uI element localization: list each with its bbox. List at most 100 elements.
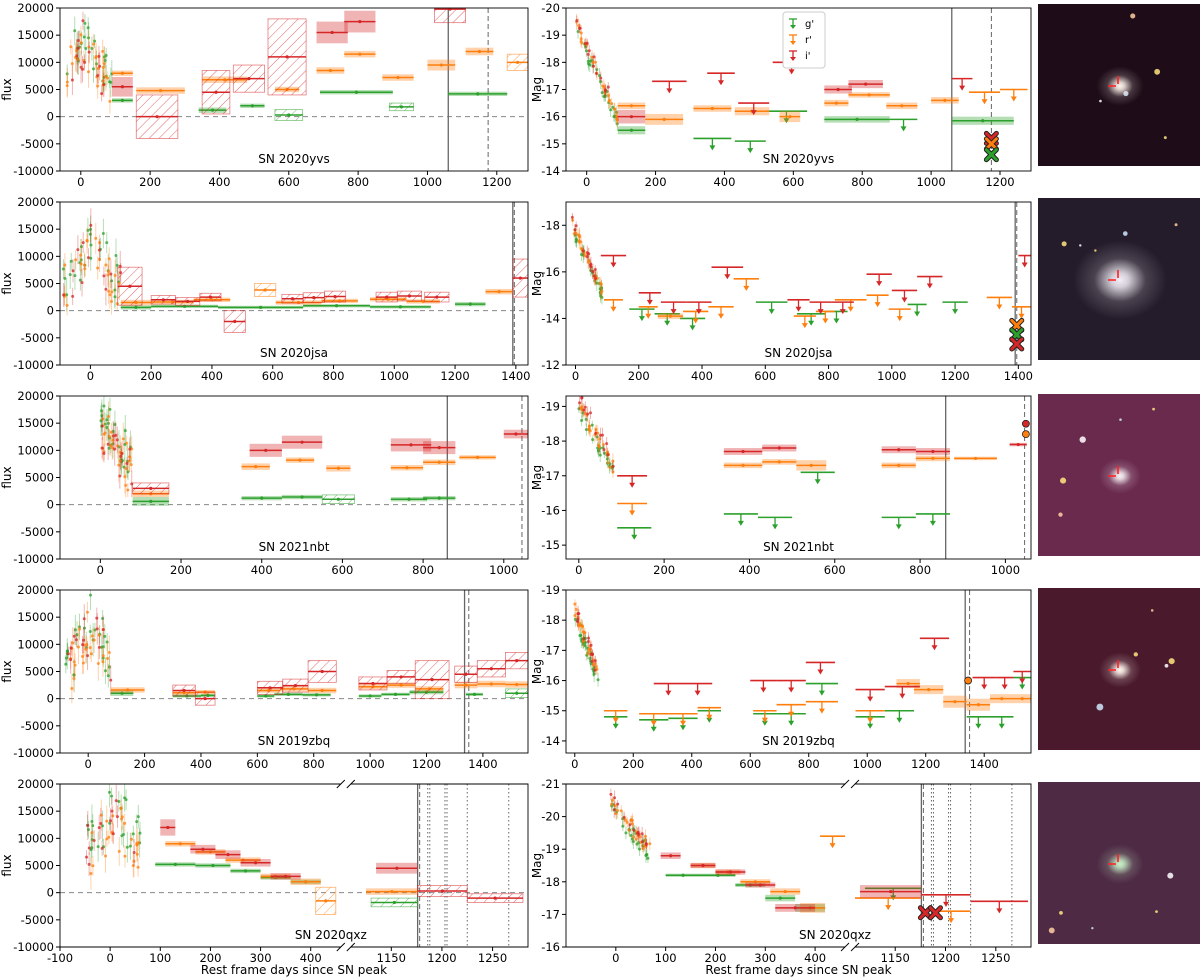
host-image: [1038, 588, 1200, 750]
i-band-early-point: [570, 215, 574, 219]
g-band-early-point: [87, 36, 91, 40]
g-band-early-point: [110, 794, 114, 798]
i-band-bin-point: [166, 825, 170, 830]
x-tick-label: 800: [798, 757, 820, 771]
x-tick-label: 1400: [501, 369, 530, 383]
y-tick-label: -5000: [21, 525, 54, 539]
legend-marker-head: [790, 25, 796, 29]
x-tick-label: 800: [412, 563, 434, 577]
x-tick-label: 400: [804, 951, 826, 965]
r-band-early-point: [641, 847, 645, 851]
r-band-bin-point: [629, 104, 634, 108]
r-band-early-point: [104, 854, 108, 858]
i-band-early-point: [102, 452, 106, 456]
r-band-early-point: [63, 263, 67, 267]
field-star: [1133, 652, 1138, 657]
g-band-early-point: [123, 429, 127, 433]
x-tick-label: 200: [645, 175, 667, 189]
r-band-bin-point: [120, 71, 124, 75]
r-band-upper-limit-head: [867, 717, 874, 723]
i-band-early-point: [71, 269, 75, 273]
g-band-early-point: [77, 625, 81, 629]
g-band-early-point: [103, 634, 107, 638]
r-band-early-point: [76, 57, 80, 61]
r-band-upper-limit-head: [981, 99, 988, 105]
g-band-bin-point: [472, 692, 477, 696]
r-band-early-point: [121, 437, 125, 441]
r-band-upper-limit-head: [1010, 96, 1017, 102]
y-tick-label: -10000: [13, 164, 54, 178]
x-tick-label: 1200: [412, 757, 441, 771]
axes-frame-left: [565, 783, 845, 948]
g-band-early-point: [117, 799, 121, 803]
r-band-upper-limit-head: [706, 714, 713, 720]
y-tick-label: -18: [541, 55, 560, 69]
r-band-bin-point: [973, 456, 978, 461]
g-band-early-point: [590, 423, 594, 427]
i-band-early-point: [640, 832, 644, 836]
host-galaxy: [1073, 240, 1167, 320]
i-band-early-point: [86, 256, 90, 260]
i-band-early-point: [109, 819, 113, 823]
i-band-bin-point: [358, 19, 362, 24]
r-band-early-point: [629, 818, 633, 822]
i-band-early-point: [102, 274, 106, 278]
x-tick-label: 0: [87, 369, 94, 383]
r-band-early-point: [576, 233, 580, 237]
mag-plot-area: [575, 8, 1028, 171]
g-band-bin-point: [468, 302, 472, 306]
y-tick-label: -10000: [13, 746, 54, 760]
i-band-early-point: [62, 293, 66, 297]
i-band-early-point: [132, 851, 136, 855]
i-band-bin-point: [493, 896, 497, 900]
i-band-early-point: [593, 659, 597, 663]
i-band-bin-point: [407, 294, 412, 298]
r-band-early-point: [106, 273, 110, 277]
i-band-early-point: [586, 52, 590, 56]
r-band-bin-point: [336, 466, 340, 470]
i-band-early-point: [80, 281, 84, 285]
i-band-upper-limit-head: [996, 908, 1003, 914]
x-tick-label: 1200: [440, 369, 469, 383]
y-tick-label: -10000: [13, 552, 54, 566]
g-band-upper-limit-head: [998, 723, 1005, 729]
r-band-early-point: [117, 849, 121, 853]
r-band-early-point: [579, 37, 583, 41]
y-tick-label: 15000: [17, 28, 54, 42]
r-band-early-point: [579, 31, 583, 35]
i-band-early-point: [95, 616, 99, 620]
r-band-early-point: [107, 257, 111, 261]
r-band-early-point: [586, 652, 590, 656]
y-tick-label: -16: [541, 110, 560, 124]
r-band-bin-point: [396, 75, 400, 80]
flux-panel-2: 0 200 400 600 800 1000 -10000 -5000 0 5000 10000 15…: [0, 389, 529, 577]
g-band-upper-limit-head: [808, 320, 815, 326]
r-band-upper-limit-head: [612, 717, 619, 723]
i-band-early-point: [115, 438, 119, 442]
r-band-bin-point: [900, 104, 904, 108]
r-band-early-point: [131, 864, 135, 868]
r-band-early-point: [76, 645, 80, 649]
i-band-bin-point: [629, 115, 634, 119]
i-band-early-point: [606, 453, 610, 457]
i-band-early-point: [109, 678, 113, 682]
i-band-early-point: [115, 815, 119, 819]
x-tick-label: 800: [818, 369, 840, 383]
r-band-bin-point: [943, 98, 947, 102]
i-band-bin-point: [285, 55, 289, 59]
g-band-early-point: [584, 428, 588, 432]
r-band-bin-point: [126, 688, 130, 692]
r-band-early-point: [101, 65, 105, 69]
y-tick-label: 5000: [25, 471, 54, 485]
host-image-sn2020jsa: [1038, 198, 1200, 360]
g-band-early-point: [597, 448, 601, 452]
legend-marker-head: [790, 57, 796, 61]
g-band-bin-point: [314, 693, 319, 697]
i-band-early-point: [70, 78, 74, 82]
r-band-bin-point: [477, 49, 482, 54]
r-band-early-point: [111, 438, 115, 442]
field-star: [1164, 663, 1169, 668]
i-band-early-point: [111, 434, 115, 438]
i-band-bin-point: [330, 30, 334, 35]
i-band-upper-limit-head: [724, 274, 731, 280]
